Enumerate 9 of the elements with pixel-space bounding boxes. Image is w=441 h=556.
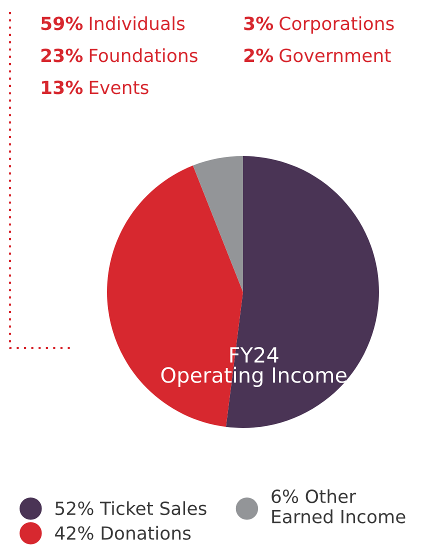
text: 13% Events — [42, 80, 148, 94]
pie-slice — [192, 156, 243, 292]
text: 23% Foundations — [41, 48, 198, 62]
text: 3% Corporations — [244, 16, 394, 34]
text: 59% Individuals — [41, 16, 185, 30]
legend-label: 42% Donations — [55, 526, 191, 540]
legend-label: 6% Other Earned Income — [272, 489, 406, 524]
legend-label: 52% Ticket Sales — [56, 501, 206, 516]
text: 2% Government — [244, 48, 391, 62]
